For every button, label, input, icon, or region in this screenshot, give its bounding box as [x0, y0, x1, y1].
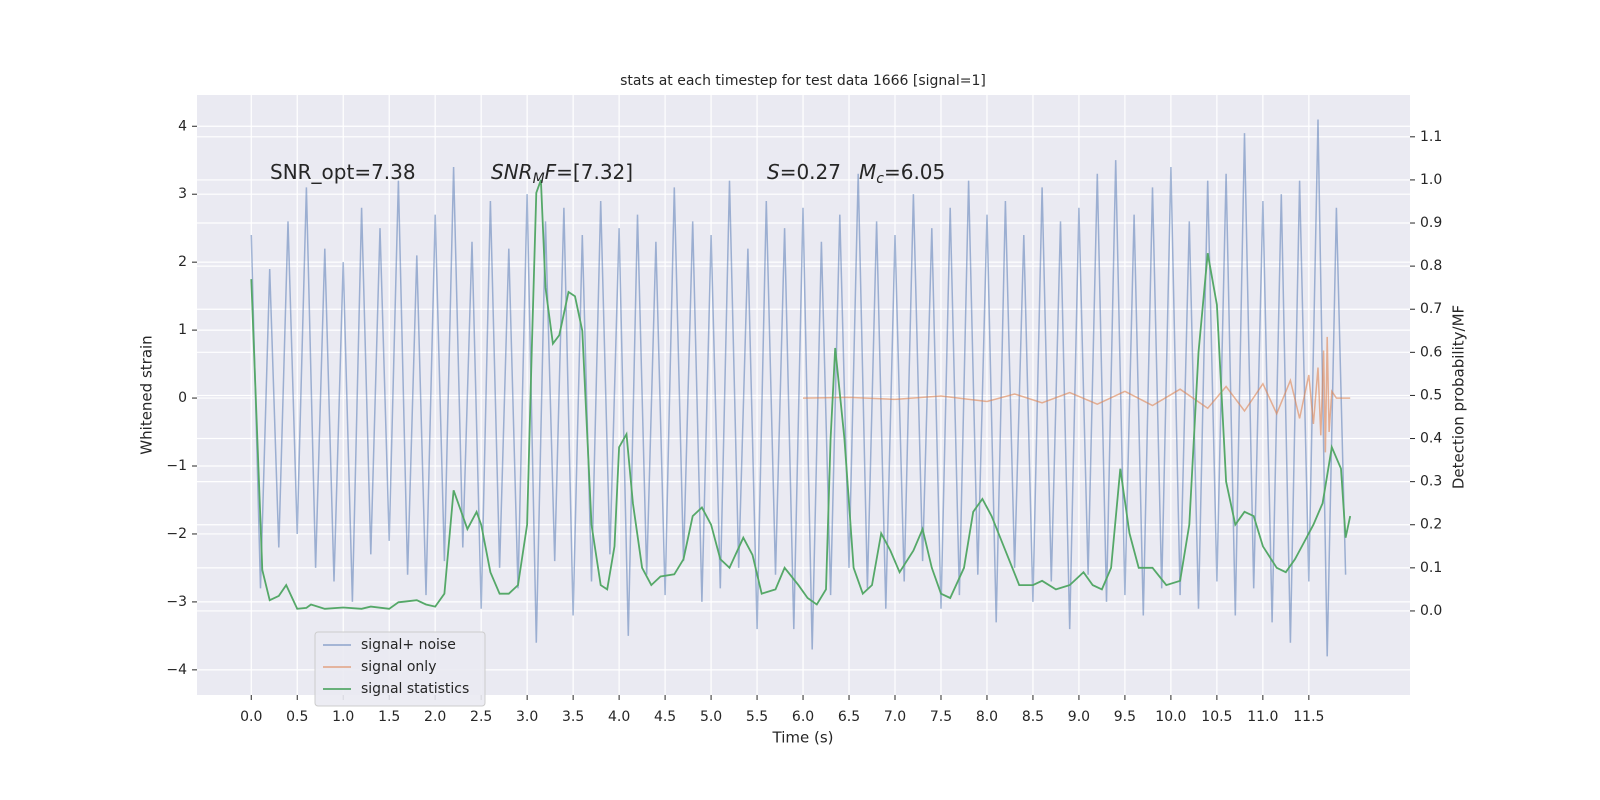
y-tick-label: 1	[178, 322, 187, 338]
x-tick-label: 4.5	[654, 709, 676, 725]
y2-tick-label: 0.9	[1420, 215, 1442, 231]
y2-tick-label: 0.2	[1420, 517, 1442, 533]
annotation-text: SNR	[491, 160, 533, 184]
x-tick-label: 8.5	[1022, 709, 1044, 725]
y2-tick-label: 1.0	[1420, 172, 1442, 188]
annotation-text: SNR_opt=7.38	[270, 160, 416, 184]
annotation-text: F	[545, 160, 557, 184]
x-tick-label: 1.5	[378, 709, 400, 725]
marks	[250, 119, 1352, 657]
series-line	[250, 179, 1352, 610]
x-tick-label: 10.0	[1155, 709, 1186, 725]
x-tick-label: 6.5	[838, 709, 860, 725]
x-tick-label: 1.0	[332, 709, 354, 725]
y-tick-label: 2	[178, 254, 187, 270]
annotation-subscript: M	[533, 171, 545, 187]
x-tick-label: 7.0	[884, 709, 906, 725]
y-tick-label: 0	[178, 390, 187, 406]
y-tick-label: −3	[166, 594, 187, 610]
y2-tick-label: 0.7	[1420, 301, 1442, 317]
x-tick-label: 0.0	[240, 709, 262, 725]
x-tick-label: 5.5	[746, 709, 768, 725]
annotation-subscript: c	[876, 171, 884, 187]
x-tick-label: 3.5	[562, 709, 584, 725]
y2-tick-label: 0.5	[1420, 387, 1442, 403]
y2-axis-label: Detection probability/MF	[1450, 305, 1468, 489]
y2-tick-label: 0.8	[1420, 258, 1442, 274]
x-tick-label: 11.0	[1247, 709, 1278, 725]
y-tick-label: 3	[178, 186, 187, 202]
y-tick-label: −2	[166, 526, 187, 542]
y2-tick-label: 0.4	[1420, 431, 1442, 447]
annotation-text: =[7.32]	[556, 160, 633, 184]
x-tick-label: 10.5	[1201, 709, 1232, 725]
y-tick-label: 4	[178, 118, 187, 134]
legend-label: signal only	[361, 659, 436, 675]
series-line	[802, 336, 1351, 453]
legend-label: signal statistics	[361, 681, 469, 697]
x-tick-label: 3.0	[516, 709, 538, 725]
y-tick-label: −4	[166, 662, 187, 678]
y2-tick-label: 0.6	[1420, 344, 1442, 360]
y-tick-label: −1	[166, 458, 187, 474]
y-axis-label: Whitened strain	[138, 335, 156, 454]
x-tick-label: 0.5	[286, 709, 308, 725]
legend-label: signal+ noise	[361, 637, 456, 653]
y2-tick-label: 0.3	[1420, 474, 1442, 490]
x-tick-label: 6.0	[792, 709, 814, 725]
annotation-text: M	[859, 160, 876, 184]
x-tick-label: 11.5	[1293, 709, 1324, 725]
x-tick-label: 4.0	[608, 709, 630, 725]
series-line	[250, 119, 1347, 657]
x-tick-label: 2.5	[470, 709, 492, 725]
x-tick-label: 9.0	[1068, 709, 1090, 725]
annotation-text: =6.05	[884, 160, 945, 184]
y2-tick-label: 0.0	[1420, 603, 1442, 619]
x-tick-label: 5.0	[700, 709, 722, 725]
axes: 0.0 0.5 1.0 1.5 2.0 2.5 3.0 3.5 4.0 4.5 5.0 5.5 6.0 6…	[166, 118, 1442, 725]
annotation: SNRMF=[7.32]	[491, 160, 633, 188]
x-tick-label: 7.5	[930, 709, 952, 725]
legend: signal+ noise signal only signal statistic…	[314, 631, 486, 707]
chart-title: stats at each timestep for test data 166…	[620, 73, 986, 89]
y2-tick-label: 0.1	[1420, 560, 1442, 576]
annotation-text: =0.27	[780, 160, 841, 184]
annotation-text: S	[767, 160, 780, 184]
x-tick-label: 9.5	[1114, 709, 1136, 725]
x-axis-label: Time (s)	[772, 729, 834, 747]
x-tick-label: 8.0	[976, 709, 998, 725]
x-tick-label: 2.0	[424, 709, 446, 725]
annotation: SNR_opt=7.38	[270, 160, 416, 184]
annotation: S=0.27	[767, 160, 841, 184]
legend-box	[314, 631, 486, 707]
annotation: Mc=6.05	[859, 160, 945, 188]
y2-tick-label: 1.1	[1420, 129, 1442, 145]
